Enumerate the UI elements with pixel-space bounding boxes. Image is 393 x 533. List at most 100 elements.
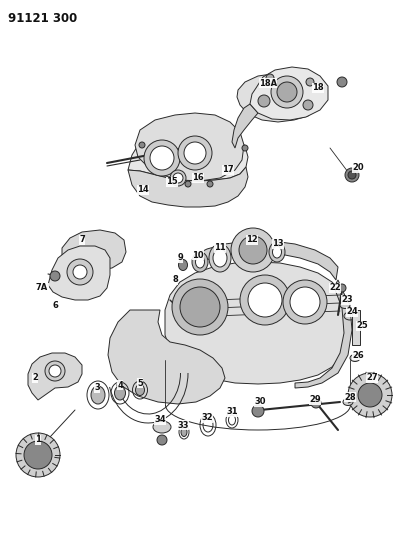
Text: 22: 22	[329, 284, 341, 293]
Text: 18: 18	[312, 84, 324, 93]
Circle shape	[73, 265, 87, 279]
Circle shape	[49, 365, 61, 377]
Text: 30: 30	[254, 398, 266, 407]
Text: 24: 24	[346, 308, 358, 317]
Circle shape	[50, 271, 60, 281]
Text: 33: 33	[177, 421, 189, 430]
Text: 17: 17	[222, 166, 234, 174]
Circle shape	[240, 275, 290, 325]
Text: 28: 28	[344, 392, 356, 401]
Ellipse shape	[192, 252, 208, 272]
Circle shape	[173, 173, 183, 183]
Ellipse shape	[350, 354, 360, 361]
Polygon shape	[250, 67, 328, 120]
Circle shape	[157, 435, 167, 445]
Text: 15: 15	[166, 177, 178, 187]
Circle shape	[358, 383, 382, 407]
Polygon shape	[195, 241, 338, 280]
Text: 7: 7	[79, 236, 85, 245]
Text: 5: 5	[137, 378, 143, 387]
Ellipse shape	[340, 302, 350, 309]
Circle shape	[348, 373, 392, 417]
Text: 8: 8	[172, 276, 178, 285]
Polygon shape	[48, 246, 110, 300]
Text: 13: 13	[272, 239, 284, 248]
Circle shape	[185, 181, 191, 187]
Circle shape	[178, 136, 212, 170]
Text: 32: 32	[201, 414, 213, 423]
Polygon shape	[108, 310, 225, 404]
Text: 9: 9	[177, 254, 183, 262]
Circle shape	[24, 441, 52, 469]
Circle shape	[348, 171, 356, 179]
Text: 23: 23	[341, 295, 353, 304]
Polygon shape	[135, 113, 244, 181]
Text: 29: 29	[309, 395, 321, 405]
Text: 25: 25	[356, 321, 368, 330]
Circle shape	[67, 259, 93, 285]
Text: 31: 31	[226, 408, 238, 416]
Polygon shape	[295, 280, 352, 388]
Ellipse shape	[136, 384, 145, 395]
Text: 91121 300: 91121 300	[8, 12, 77, 25]
Text: 26: 26	[352, 351, 364, 359]
Circle shape	[258, 95, 270, 107]
Ellipse shape	[178, 260, 187, 271]
Text: 11: 11	[214, 244, 226, 253]
Ellipse shape	[195, 256, 204, 268]
Circle shape	[252, 405, 264, 417]
Circle shape	[248, 283, 282, 317]
Text: 12: 12	[246, 236, 258, 245]
Circle shape	[345, 168, 359, 182]
Circle shape	[277, 82, 297, 102]
Ellipse shape	[209, 244, 231, 272]
Circle shape	[207, 181, 213, 187]
Polygon shape	[232, 104, 258, 148]
Ellipse shape	[272, 246, 281, 258]
Circle shape	[144, 140, 180, 176]
Circle shape	[139, 142, 145, 148]
Circle shape	[311, 398, 321, 408]
Circle shape	[45, 361, 65, 381]
Text: 18A: 18A	[259, 78, 277, 87]
Text: 34: 34	[154, 416, 166, 424]
Ellipse shape	[91, 386, 105, 404]
Ellipse shape	[114, 386, 125, 400]
Text: 6: 6	[52, 301, 58, 310]
Circle shape	[180, 287, 220, 327]
Circle shape	[150, 146, 174, 170]
Circle shape	[290, 287, 320, 317]
Text: 3: 3	[94, 384, 100, 392]
Circle shape	[283, 280, 327, 324]
Polygon shape	[165, 262, 350, 384]
Circle shape	[242, 145, 248, 151]
Ellipse shape	[153, 421, 171, 433]
Ellipse shape	[343, 399, 353, 406]
Circle shape	[170, 170, 186, 186]
Circle shape	[266, 74, 274, 82]
Text: 2: 2	[32, 374, 38, 383]
Polygon shape	[62, 230, 126, 270]
Polygon shape	[352, 310, 360, 345]
Polygon shape	[237, 74, 318, 122]
Text: 14: 14	[137, 185, 149, 195]
Circle shape	[303, 100, 313, 110]
Circle shape	[338, 284, 346, 292]
Circle shape	[306, 78, 314, 86]
Circle shape	[172, 279, 228, 335]
Circle shape	[16, 433, 60, 477]
Ellipse shape	[269, 242, 285, 262]
Text: 4: 4	[117, 381, 123, 390]
Ellipse shape	[181, 427, 187, 437]
Polygon shape	[128, 167, 248, 207]
Circle shape	[231, 228, 275, 272]
Ellipse shape	[213, 249, 227, 267]
Text: 1: 1	[35, 435, 41, 445]
Text: 20: 20	[352, 164, 364, 173]
Text: 16: 16	[192, 174, 204, 182]
Text: 7A: 7A	[36, 284, 48, 293]
Circle shape	[271, 76, 303, 108]
Polygon shape	[128, 124, 248, 181]
Circle shape	[239, 236, 267, 264]
Circle shape	[337, 77, 347, 87]
